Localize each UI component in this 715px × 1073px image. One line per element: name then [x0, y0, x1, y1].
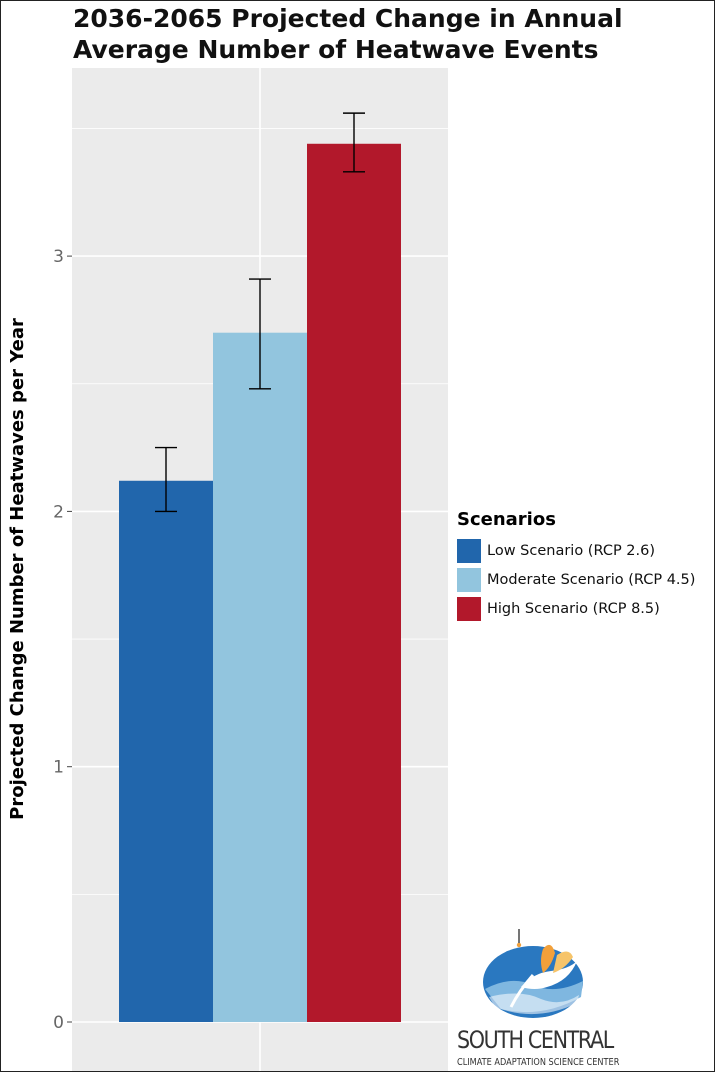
chart-title: 2036-2065 Projected Change in Annual Ave…	[73, 3, 623, 65]
casc-logo-emblem-icon	[483, 929, 583, 1018]
error-bars	[155, 112, 365, 513]
legend-label-low: Low Scenario (RCP 2.6)	[487, 542, 656, 559]
legend-label-high: High Scenario (RCP 8.5)	[487, 600, 660, 617]
chart-title-line-1: 2036-2065 Projected Change in Annual	[73, 4, 623, 33]
y-axis-ticks: 0 1 2 3	[53, 247, 72, 1033]
y-axis-label: Projected Change Number of Heatwaves per…	[7, 318, 28, 820]
legend-swatch-low	[457, 538, 481, 563]
y-tick-label-0: 0	[53, 1013, 64, 1033]
legend-label-moderate: Moderate Scenario (RCP 4.5)	[487, 571, 696, 588]
bar-1	[213, 332, 307, 1022]
y-tick-label-1: 1	[53, 758, 64, 778]
bars	[119, 143, 401, 1022]
bar-0	[119, 480, 213, 1022]
legend-swatch-high	[457, 596, 481, 621]
legend-swatch-moderate	[457, 567, 481, 592]
chart-title-line-2: Average Number of Heatwave Events	[73, 35, 599, 64]
y-tick-label-2: 2	[53, 502, 64, 522]
legend: Scenarios Low Scenario (RCP 2.6) Moderat…	[457, 509, 695, 623]
logo-name: SOUTH CENTRAL	[457, 1026, 614, 1054]
casc-logo: SOUTH CENTRAL CLIMATE ADAPTATION SCIENCE…	[457, 927, 657, 1073]
legend-item-moderate: Moderate Scenario (RCP 4.5)	[457, 565, 695, 594]
legend-title: Scenarios	[457, 509, 556, 530]
legend-item-high: High Scenario (RCP 8.5)	[457, 594, 695, 623]
logo-subtitle: CLIMATE ADAPTATION SCIENCE CENTER	[457, 1057, 620, 1068]
legend-item-low: Low Scenario (RCP 2.6)	[457, 536, 695, 565]
bar-2	[307, 143, 401, 1022]
y-tick-label-3: 3	[53, 247, 64, 267]
